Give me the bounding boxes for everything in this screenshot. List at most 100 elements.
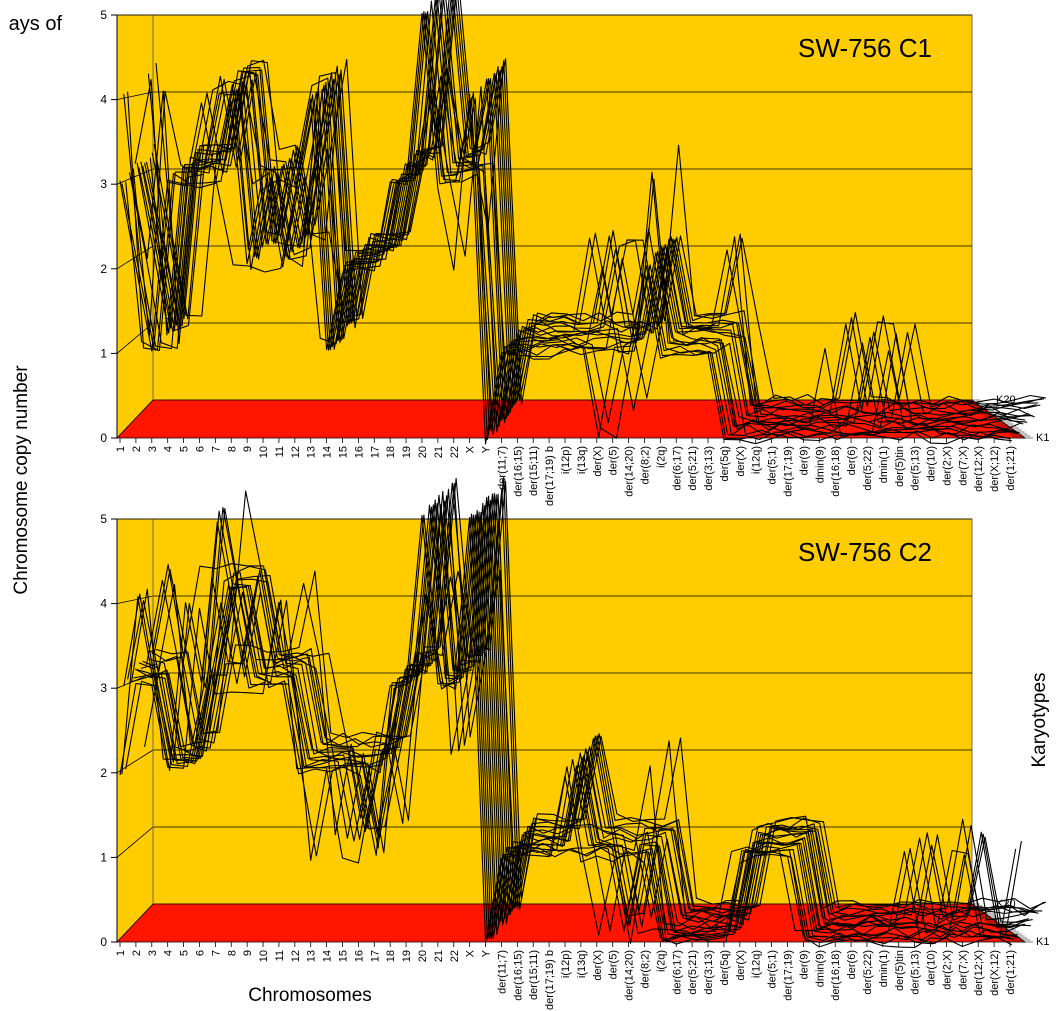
series-line-k6 <box>128 0 1020 435</box>
x-tick-label: 13 <box>306 446 318 458</box>
chart-title: SW-756 C1 <box>798 33 932 63</box>
series-line-k18 <box>151 0 1043 409</box>
x-tick-label: der(2;X) <box>941 446 953 486</box>
series-group <box>119 476 1047 949</box>
x-tick-label: der(17;19) <box>783 446 795 497</box>
x-tick-label: 19 <box>401 446 413 458</box>
x-tick-label: 4 <box>163 446 175 452</box>
x-tick-label: 18 <box>385 446 397 458</box>
x-tick-label: der(6;17) <box>671 446 683 491</box>
x-tick-label: 11 <box>274 950 286 961</box>
x-tick-label: der(5;22) <box>862 950 874 995</box>
x-tick-label: 20 <box>417 446 429 458</box>
x-tick-label: 8 <box>226 446 238 452</box>
x-tick-label: der(15;11) <box>528 950 540 1000</box>
series-line-k12 <box>140 490 1031 927</box>
x-tick-label: der(5) <box>608 950 620 979</box>
x-tick-label: der(12;X) <box>973 950 985 996</box>
x-tick-label: der(5;21) <box>687 446 699 491</box>
x-tick-label: 18 <box>385 950 397 962</box>
x-tick-label: der(7;X) <box>957 950 969 990</box>
x-tick-label: 22 <box>449 950 461 962</box>
x-tick-label: der(14;20) <box>624 446 636 497</box>
gridline-diagonal <box>116 826 154 858</box>
gridline-diagonal <box>116 91 154 100</box>
x-tick-label: i(12p) <box>560 950 572 978</box>
x-tick-label: der(1;21) <box>1005 950 1017 995</box>
x-tick-label: 15 <box>338 950 350 962</box>
x-tick-label: der(1;21) <box>1005 446 1017 491</box>
x-tick-label: der(8;2) <box>639 950 651 989</box>
y-tick-label: 3 <box>100 681 107 695</box>
y-tick-label: 5 <box>100 512 107 526</box>
x-tick-label: der(6) <box>846 446 858 475</box>
x-tick-label: der(17;19) b <box>544 950 556 1010</box>
x-tick-label: 1 <box>115 446 127 452</box>
x-tick-label: 11 <box>274 446 286 457</box>
x-tick-label: dmin(1) <box>878 950 890 987</box>
x-axis-label: Chromosomes <box>248 985 372 1006</box>
x-tick-label: dmin(9) <box>814 950 826 987</box>
x-tick-label: der(16;15) <box>512 446 524 497</box>
x-tick-label: 9 <box>242 446 254 452</box>
x-tick-label: 10 <box>258 950 270 962</box>
y-tick-label: 1 <box>100 850 107 864</box>
x-tick-label: 5 <box>179 950 191 956</box>
series-line-k14 <box>144 67 1035 419</box>
x-tick-label: 15 <box>338 446 350 458</box>
x-tick-label: der(11;7) <box>496 446 508 490</box>
series-group <box>119 0 1047 445</box>
x-tick-label: 17 <box>369 950 381 962</box>
chart-title: SW-756 C2 <box>798 537 932 567</box>
x-tick-label: 6 <box>194 950 206 956</box>
x-tick-label: der(9) <box>798 950 810 979</box>
x-tick-label: der(5)tin <box>894 950 906 991</box>
x-tick-label: der(X) <box>592 950 604 981</box>
y-axis-label: Chromosome copy number <box>11 365 32 595</box>
x-tick-label: Y <box>481 949 493 957</box>
x-tick-label: i(2q) <box>655 950 667 972</box>
x-tick-label: der(5;1) <box>767 446 779 485</box>
gridline-diagonal <box>116 749 154 774</box>
series-line-k6 <box>129 506 1020 939</box>
series-line-k13 <box>142 493 1033 925</box>
x-tick-label: der(16;18) <box>830 446 842 497</box>
x-tick-label: 21 <box>433 950 445 962</box>
x-tick-label: der(16;15) <box>512 950 524 1001</box>
x-tick-label: dmin(9) <box>814 446 826 483</box>
x-tick-label: der(5;22) <box>862 446 874 491</box>
x-tick-label: dmin(1) <box>878 446 890 483</box>
x-tick-label: 16 <box>353 446 365 458</box>
x-tick-label: der(X) <box>735 950 747 981</box>
x-tick-label: 14 <box>322 446 334 458</box>
z-axis-label: Karyotypes <box>1029 672 1050 767</box>
back-wall <box>116 518 973 944</box>
x-tick-label: der(11;7) <box>496 950 508 994</box>
x-tick-label: der(5;13) <box>910 950 922 995</box>
x-tick-label: 5 <box>179 446 191 452</box>
y-tick-label: 0 <box>100 935 107 949</box>
x-tick-label: der(10) <box>926 446 938 481</box>
x-tick-label: 14 <box>322 950 334 962</box>
x-tick-label: Y <box>481 445 493 453</box>
series-line-k19 <box>153 476 1045 913</box>
x-tick-label: 9 <box>242 950 254 956</box>
x-tick-label: 17 <box>369 446 381 458</box>
y-tick-label: 5 <box>100 8 107 22</box>
series-line-k9 <box>134 503 1026 933</box>
x-tick-label: der(3;13) <box>703 950 715 995</box>
x-tick-label: der(5;1) <box>767 950 779 989</box>
z-label-k1: K1 <box>1036 432 1049 444</box>
x-tick-label: der(6) <box>846 950 858 979</box>
series-line-k11 <box>138 495 1030 929</box>
x-tick-label: der(5)tin <box>894 446 906 487</box>
series-line-k20 <box>155 0 1047 407</box>
x-tick-label: 21 <box>433 446 445 458</box>
y-tick-label: 3 <box>100 177 107 191</box>
x-tick-label: i(2q) <box>655 446 667 468</box>
x-tick-label: der(2;X) <box>941 950 953 990</box>
x-tick-label: 3 <box>147 446 159 452</box>
x-tick-label: i(13q) <box>576 950 588 978</box>
